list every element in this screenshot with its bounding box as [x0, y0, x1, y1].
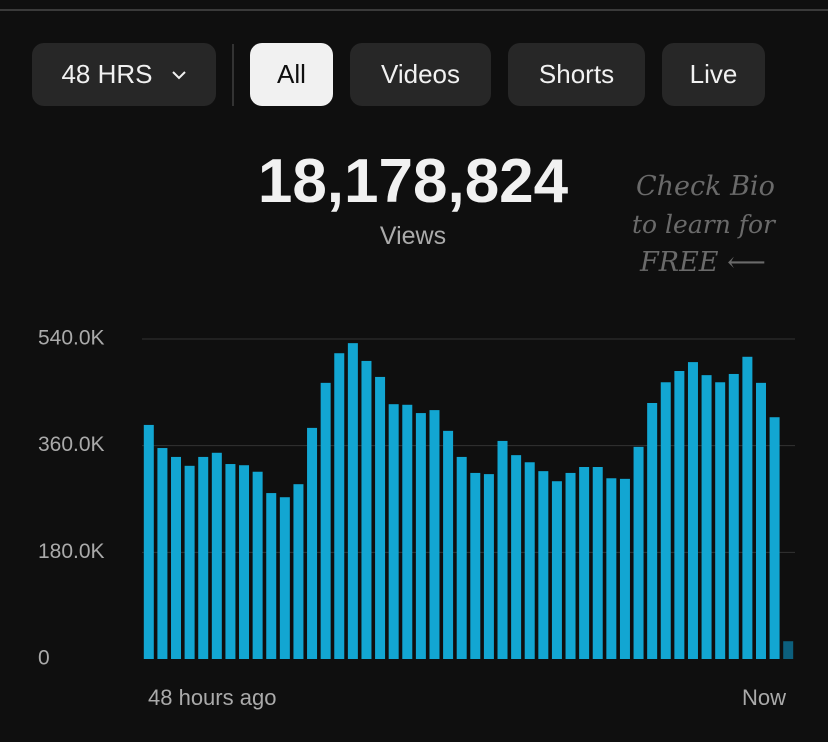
- y-tick-label: 0: [38, 647, 50, 670]
- bar: [334, 353, 345, 659]
- bar: [184, 465, 195, 659]
- bar: [660, 382, 671, 659]
- bar: [483, 474, 494, 659]
- separator: [232, 44, 234, 106]
- x-tick-label: Now: [742, 685, 786, 710]
- bar: [225, 464, 236, 659]
- bar: [347, 343, 358, 659]
- bar: [470, 472, 481, 659]
- bar: [755, 382, 766, 659]
- bar: [633, 446, 644, 659]
- tab[interactable]: Videos: [350, 43, 491, 106]
- bar: [783, 641, 794, 659]
- total-label: Views: [379, 222, 447, 250]
- bar: [647, 403, 658, 659]
- bar: [252, 471, 263, 659]
- y-tick-label: 540.0K: [38, 327, 105, 350]
- bar: [606, 478, 617, 659]
- bar: [769, 417, 780, 659]
- y-tick-label: 180.0K: [38, 540, 105, 563]
- bar: [742, 356, 753, 659]
- tab[interactable]: Shorts: [508, 43, 645, 106]
- bar: [388, 404, 399, 659]
- bar: [524, 462, 535, 659]
- tab[interactable]: Live: [662, 43, 765, 106]
- bar: [198, 456, 209, 659]
- bar: [674, 371, 685, 659]
- bar: [619, 478, 630, 659]
- bar: [293, 484, 304, 659]
- annotation-line: FREE ⟵: [640, 247, 766, 278]
- annotation-line: Check Bio: [636, 171, 775, 202]
- bar: [266, 493, 277, 659]
- x-tick-label: 48 hours ago: [148, 685, 276, 710]
- bar: [551, 481, 562, 659]
- bar: [171, 456, 182, 659]
- bar: [211, 452, 222, 659]
- bar: [565, 472, 576, 659]
- bar: [538, 471, 549, 659]
- annotation-line: to learn for: [632, 210, 775, 239]
- bar: [497, 440, 508, 659]
- bar: [361, 360, 372, 659]
- bar: [279, 497, 290, 659]
- bar: [456, 456, 467, 659]
- bar: [579, 467, 590, 659]
- bar: [143, 424, 154, 659]
- bar: [715, 382, 726, 659]
- bar: [307, 427, 318, 659]
- y-tick-label: 360.0K: [38, 433, 105, 456]
- total-views: 18,178,824: [257, 147, 569, 216]
- chevron: [171, 70, 186, 79]
- bar: [443, 430, 454, 659]
- bar: [429, 410, 440, 659]
- bar: [511, 455, 522, 659]
- range-label: 48 HRS: [61, 59, 153, 89]
- bar: [402, 404, 413, 659]
- bar: [687, 362, 698, 659]
- range-dropdown[interactable]: 48 HRS: [32, 43, 216, 106]
- bar: [375, 376, 386, 659]
- bar: [592, 467, 603, 659]
- bar: [701, 375, 712, 659]
- bar: [320, 382, 331, 659]
- tab[interactable]: All: [250, 43, 333, 106]
- bar: [728, 373, 739, 659]
- bar: [239, 465, 250, 659]
- bar: [415, 413, 426, 659]
- top-rule: [0, 9, 828, 11]
- annotation: Check Bio to learn for FREE ⟵: [632, 168, 775, 282]
- bar: [157, 448, 168, 659]
